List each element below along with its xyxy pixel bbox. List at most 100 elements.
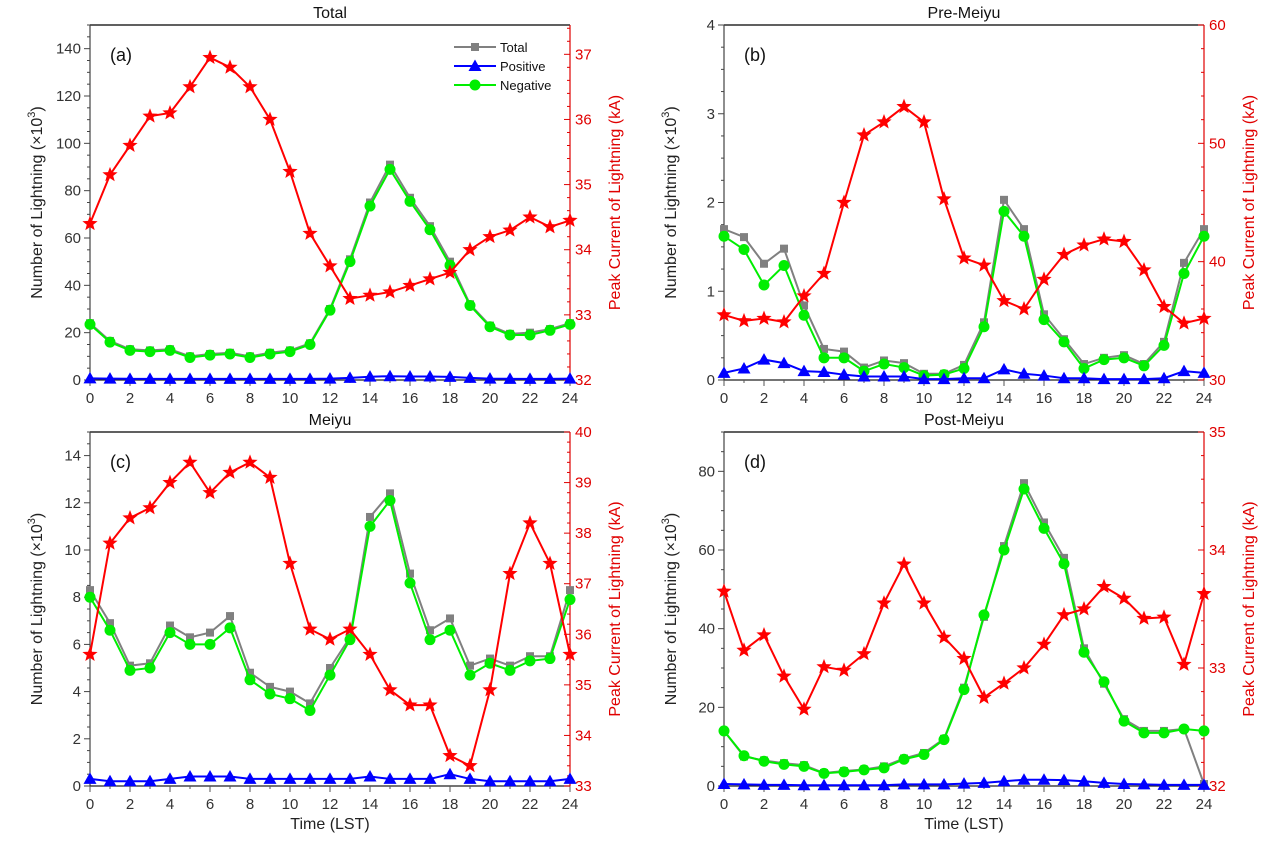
panel-title: Pre-Meiyu <box>928 5 1001 22</box>
data-point <box>503 774 517 787</box>
data-point <box>323 372 337 384</box>
data-point <box>564 594 576 606</box>
data-point <box>837 778 851 791</box>
data-point <box>226 612 234 621</box>
data-point <box>800 301 808 310</box>
data-point <box>1017 367 1031 379</box>
data-point <box>504 664 516 676</box>
data-point <box>183 770 197 782</box>
data-point <box>83 371 97 384</box>
data-point <box>1036 636 1052 651</box>
data-point <box>462 757 478 773</box>
data-point <box>737 777 751 790</box>
data-point <box>777 356 791 369</box>
data-point <box>1016 660 1032 675</box>
data-point <box>780 244 788 253</box>
data-point <box>102 535 118 550</box>
y-tick-label: 4 <box>73 684 81 701</box>
data-point <box>718 230 730 242</box>
data-point <box>262 469 278 484</box>
data-point <box>402 697 418 712</box>
data-point <box>206 628 214 637</box>
y-tick-label: 60 <box>64 230 81 247</box>
data-point <box>1020 479 1028 488</box>
data-point <box>937 372 951 385</box>
data-point <box>797 778 811 791</box>
y2-tick-label: 39 <box>575 475 592 492</box>
data-point <box>344 256 356 268</box>
data-point <box>384 494 396 506</box>
data-point <box>1176 656 1192 671</box>
data-point <box>462 241 478 257</box>
data-point <box>523 774 537 787</box>
data-point <box>443 370 457 382</box>
data-point <box>446 614 454 623</box>
data-point <box>1200 225 1208 234</box>
y-tick-label: 40 <box>698 621 715 638</box>
series-line <box>723 480 1205 785</box>
data-point <box>1060 553 1068 562</box>
y2-axis-title: Peak Current of Lightning (kA) <box>1241 501 1258 716</box>
x-axis-title: Time (LST) <box>924 816 1003 833</box>
data-point <box>203 770 217 782</box>
data-point <box>283 772 297 784</box>
data-point <box>466 661 474 670</box>
data-point <box>1136 261 1152 277</box>
y-tick-label: 0 <box>707 778 715 795</box>
data-point <box>184 638 196 650</box>
data-point <box>503 372 517 384</box>
x-tick-label: 2 <box>760 390 768 407</box>
data-point <box>406 569 414 578</box>
x-tick-label: 0 <box>720 796 728 813</box>
y-axis-title-end: ) <box>29 513 46 518</box>
data-point <box>246 668 254 677</box>
data-point <box>898 753 910 765</box>
y-tick-label: 2 <box>73 731 81 748</box>
data-point <box>717 777 731 790</box>
y2-tick-label: 30 <box>1209 372 1226 389</box>
data-point <box>324 669 336 681</box>
data-point <box>976 689 992 704</box>
data-point <box>204 349 216 361</box>
data-point <box>1157 778 1171 790</box>
data-point <box>716 306 732 322</box>
data-point <box>403 369 417 382</box>
data-point <box>1037 773 1051 785</box>
data-point <box>838 766 850 778</box>
legend-entry: Positive <box>454 59 546 74</box>
x-tick-label: 10 <box>282 390 299 407</box>
data-point <box>262 111 278 126</box>
data-point <box>798 309 810 321</box>
data-point <box>366 512 374 521</box>
panel-title: Meiyu <box>309 412 352 429</box>
x-tick-label: 22 <box>1156 796 1173 813</box>
x-tick-label: 16 <box>402 390 419 407</box>
x-tick-label: 22 <box>1156 390 1173 407</box>
y-tick-label: 4 <box>707 17 715 34</box>
exponent: 3 <box>26 518 38 524</box>
data-point <box>1097 776 1111 788</box>
data-point <box>302 225 318 240</box>
x-tick-label: 6 <box>206 796 214 813</box>
data-point <box>263 772 277 784</box>
x-tick-label: 20 <box>1116 390 1133 407</box>
data-point <box>343 371 357 383</box>
x-tick-label: 2 <box>126 390 134 407</box>
data-point <box>856 127 872 142</box>
data-point <box>1098 676 1110 688</box>
x-tick-label: 18 <box>1076 796 1093 813</box>
data-point <box>958 362 970 374</box>
x-tick-label: 14 <box>996 796 1013 813</box>
data-point <box>143 372 157 384</box>
x-tick-label: 18 <box>1076 390 1093 407</box>
panel-letter: (b) <box>744 45 766 65</box>
data-point <box>383 772 397 784</box>
data-point <box>1076 601 1092 616</box>
y2-tick-label: 35 <box>575 677 592 694</box>
chart-panel-post-meiyu: Post-Meiyu(d)0 2 4 6 8 10 12 14 16 18 20 22 24020406… <box>660 412 1258 833</box>
series-positive <box>83 767 577 787</box>
data-point <box>184 352 196 364</box>
data-point <box>776 668 792 683</box>
y2-axis-title: Peak Current of Lightning (kA) <box>607 501 624 716</box>
data-point <box>142 108 158 123</box>
